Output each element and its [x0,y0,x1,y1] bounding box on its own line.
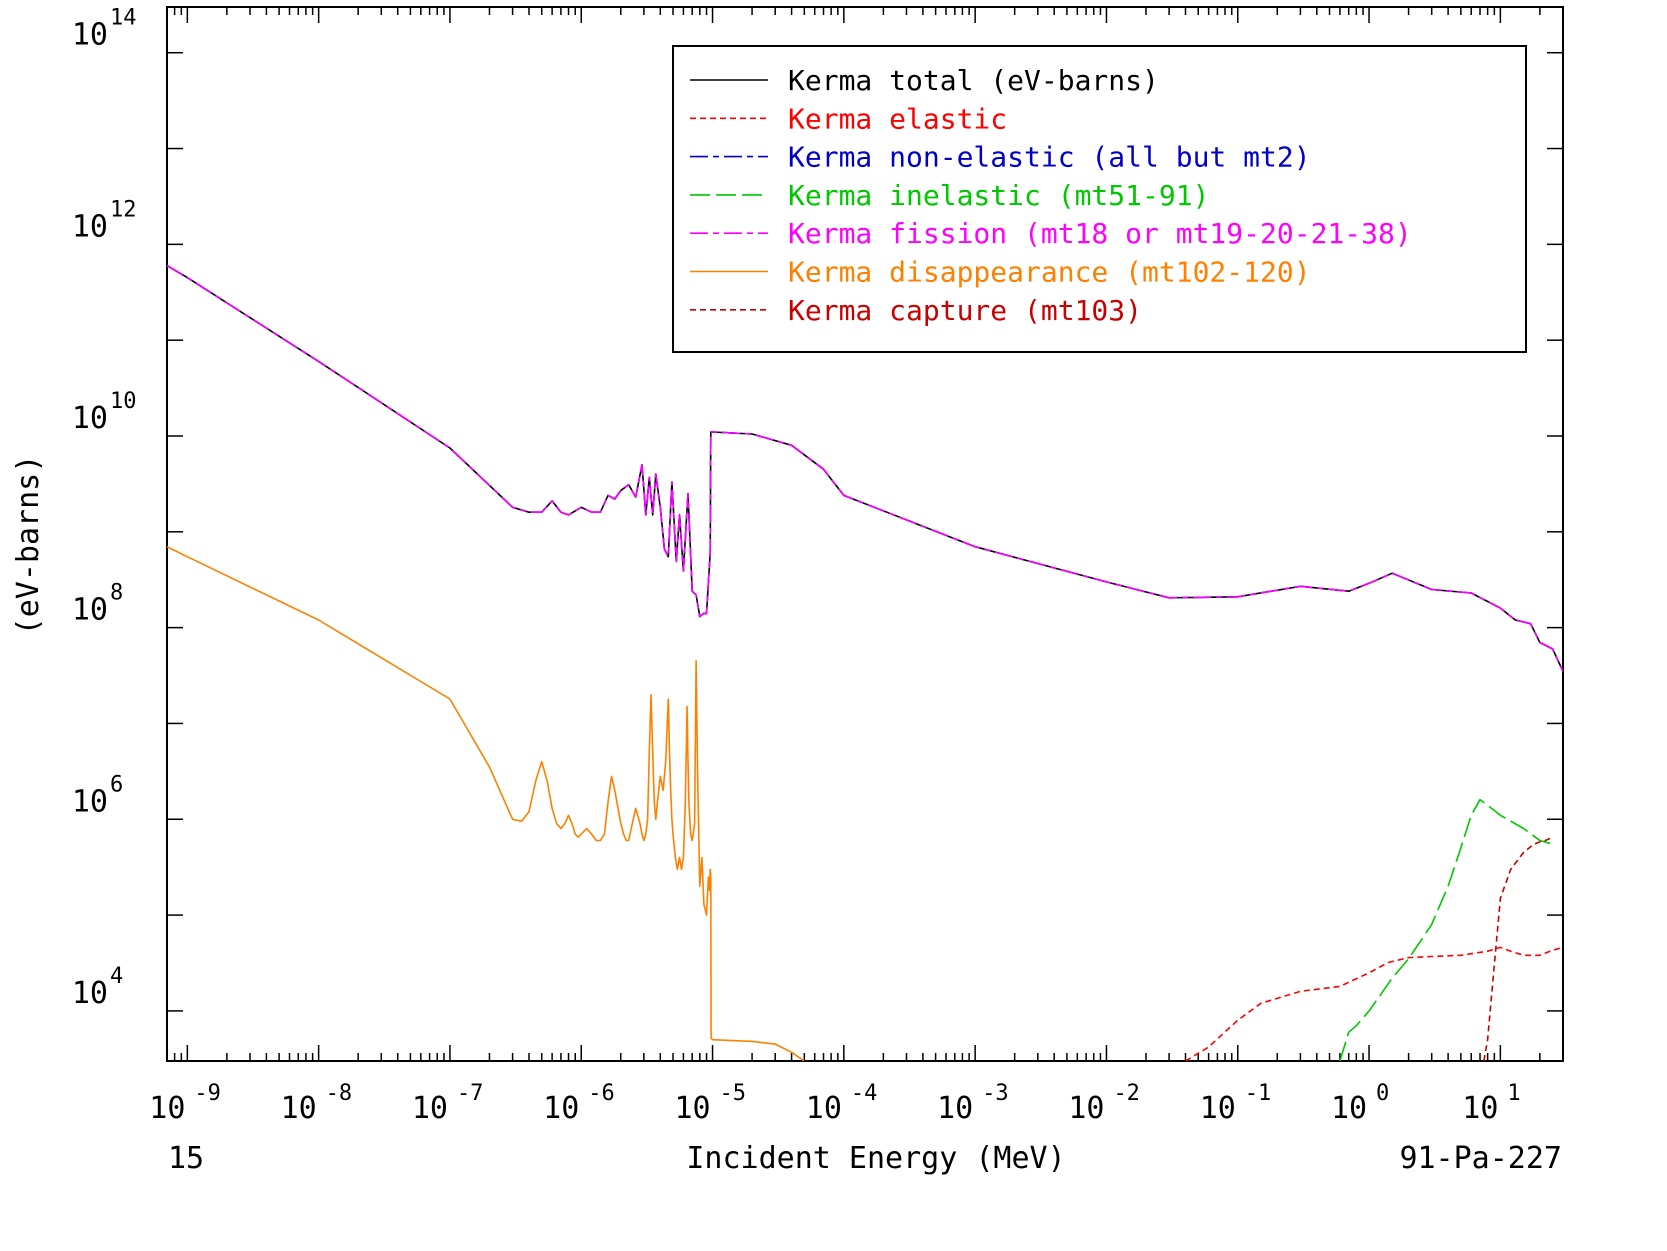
legend-label: Kerma disappearance (mt102-120) [788,256,1311,289]
x-tick-label: 10 -4 [806,1081,878,1126]
series-line-1 [1185,946,1563,1061]
x-tick-label: 10 -5 [674,1081,746,1126]
y-tick-label: 10 14 [72,6,137,53]
x-tick-label: 10 -1 [1200,1081,1272,1126]
x-tick-base: 10 [281,1091,317,1126]
y-tick-label: 10 4 [72,964,123,1011]
x-tick-labels: 10 -9 10 -8 10 -7 10 -6 10 -5 10 -4 10 -3 10 -2 10 -1 10 0 1… [149,1081,1520,1126]
footer-left-label: 15 [168,1141,204,1176]
y-tick-base: 10 [72,784,108,819]
legend-entry: Kerma non-elastic (all but mt2) [690,141,1311,174]
x-tick-label: 10 -3 [937,1081,1009,1126]
series-line-5 [167,545,805,1061]
x-minor-ticks [166,7,1564,1061]
legend-label: Kerma non-elastic (all but mt2) [788,141,1311,174]
x-tick-exponent: -1 [1245,1081,1272,1106]
y-tick-exponent: 4 [110,964,123,989]
legend-box [672,45,1527,353]
x-tick-exponent: 1 [1507,1081,1520,1106]
legend: Kerma total (eV-barns) Kerma elastic Kerma… [672,45,1527,353]
series-lines [167,264,1563,1061]
x-tick-label: 10 -9 [149,1081,221,1126]
x-tick-base: 10 [1331,1091,1367,1126]
y-tick-base: 10 [72,593,108,628]
y-tick-base: 10 [72,976,108,1011]
x-tick-exponent: -9 [194,1081,221,1106]
y-minor-ticks [167,51,1563,1012]
x-tick-exponent: 0 [1376,1081,1389,1106]
x-tick-base: 10 [674,1091,710,1126]
series-line-6 [1483,836,1553,1061]
x-tick-exponent: -5 [720,1081,747,1106]
y-tick-label: 10 6 [72,772,123,819]
legend-label: Kerma capture (mt103) [788,294,1142,327]
legend-entry: Kerma capture (mt103) [690,294,1142,327]
x-tick-base: 10 [1462,1091,1498,1126]
x-tick-base: 10 [937,1091,973,1126]
y-tick-exponent: 6 [110,772,123,797]
series-line-4 [167,264,1563,672]
y-tick-label: 10 12 [72,197,137,244]
y-tick-exponent: 10 [110,389,137,414]
legend-entry: Kerma inelastic (mt51-91) [690,179,1209,212]
x-tick-base: 10 [412,1091,448,1126]
x-tick-base: 10 [806,1091,842,1126]
legend-label: Kerma total (eV-barns) [788,64,1159,97]
y-axis-label: (eV-barns) [11,455,46,636]
x-tick-label: 10 -6 [543,1081,615,1126]
y-tick-label: 10 8 [72,581,123,628]
x-tick-exponent: -4 [851,1081,878,1106]
y-tick-exponent: 8 [110,581,123,606]
x-tick-label: 10 -8 [281,1081,353,1126]
y-tick-base: 10 [72,401,108,436]
x-tick-label: 10 1 [1462,1081,1520,1126]
x-tick-exponent: -3 [982,1081,1009,1106]
x-tick-exponent: -2 [1113,1081,1140,1106]
legend-label: Kerma inelastic (mt51-91) [788,179,1209,212]
x-tick-base: 10 [1068,1091,1104,1126]
x-tick-base: 10 [149,1091,185,1126]
y-tick-exponent: 14 [110,6,137,31]
x-tick-exponent: -6 [588,1081,615,1106]
legend-label: Kerma elastic [788,102,1007,135]
x-tick-label: 10 0 [1331,1081,1389,1126]
legend-entry: Kerma fission (mt18 or mt19-20-21-38) [690,217,1412,250]
x-tick-base: 10 [543,1091,579,1126]
footer-right-label: 91-Pa-227 [1399,1141,1562,1176]
plot-frame [166,6,1564,1062]
y-tick-label: 10 10 [72,389,137,436]
series-line-3 [1339,798,1553,1061]
legend-label: Kerma fission (mt18 or mt19-20-21-38) [788,217,1412,250]
legend-entry: Kerma elastic [690,102,1007,135]
x-tick-exponent: -7 [457,1081,484,1106]
y-tick-exponent: 12 [110,197,137,222]
legend-entry: Kerma disappearance (mt102-120) [690,256,1311,289]
x-tick-label: 10 -7 [412,1081,484,1126]
y-tick-base: 10 [72,209,108,244]
x-tick-exponent: -8 [326,1081,353,1106]
x-tick-base: 10 [1200,1091,1236,1126]
y-tick-base: 10 [72,18,108,53]
x-axis-label: Incident Energy (MeV) [686,1141,1065,1176]
legend-entry: Kerma total (eV-barns) [690,64,1159,97]
x-tick-label: 10 -2 [1068,1081,1140,1126]
